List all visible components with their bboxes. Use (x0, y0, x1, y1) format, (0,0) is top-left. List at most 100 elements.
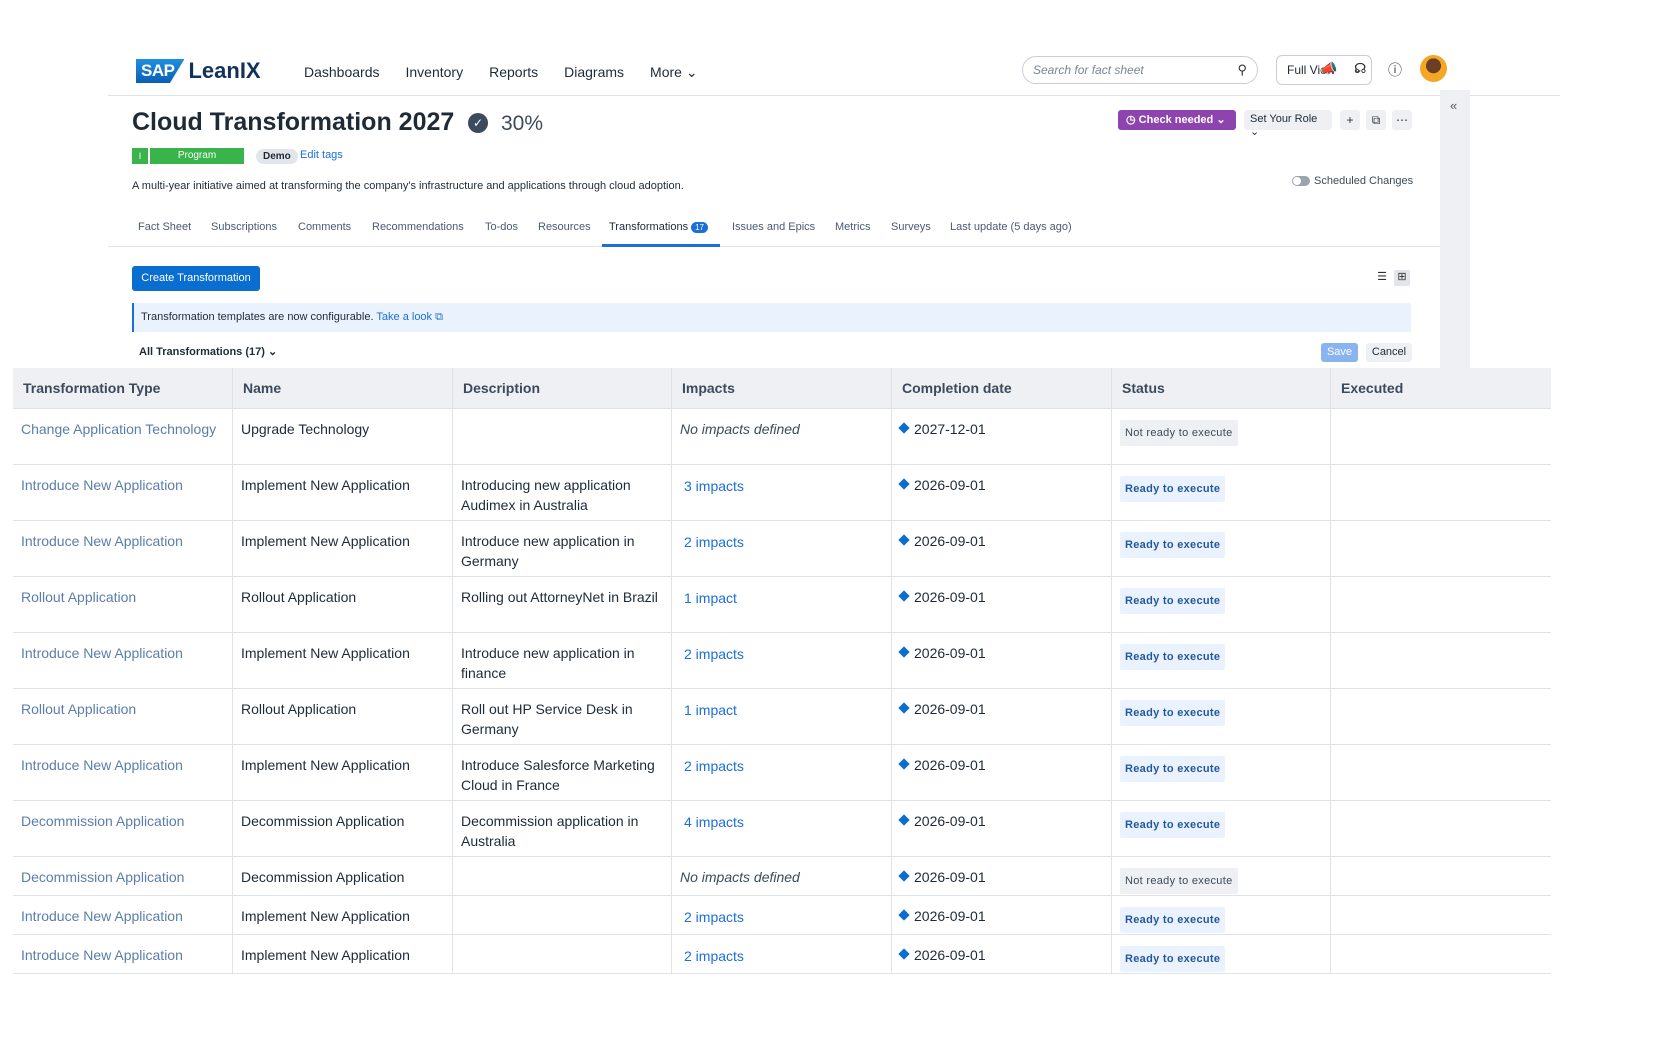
scheduled-changes-toggle[interactable]: Scheduled Changes (1292, 175, 1413, 187)
check-needed-button[interactable]: ◷ Check needed ⌄ (1118, 110, 1236, 130)
cell-transformation-type[interactable]: Rollout Application (13, 577, 233, 632)
table-row[interactable]: Introduce New Application Implement New A… (13, 934, 1551, 973)
set-role-button[interactable]: Set Your Role ⌄ (1244, 110, 1332, 138)
save-button[interactable]: Save (1321, 343, 1358, 362)
completion-date-value: 2026-09-01 (914, 908, 986, 924)
tab-comments[interactable]: Comments (298, 221, 352, 233)
column-header-completion-date[interactable]: Completion date (892, 368, 1112, 408)
completion-date-value: 2027-12-01 (914, 421, 986, 437)
column-header-impacts[interactable]: Impacts (672, 368, 892, 408)
column-header-description[interactable]: Description (453, 368, 672, 408)
cell-transformation-type[interactable]: Introduce New Application (13, 896, 233, 934)
table-row[interactable]: Rollout Application Rollout Application Ro… (13, 688, 1551, 744)
table-row[interactable]: Introduce New Application Implement New A… (13, 744, 1551, 800)
table-row[interactable]: Rollout Application Rollout Application Ro… (13, 576, 1551, 632)
impacts-link[interactable]: 1 impact (684, 702, 737, 718)
fact-sheet-tabs: Fact Sheet Subscriptions Comments Recomm… (108, 214, 1440, 247)
cell-transformation-type[interactable]: Decommission Application (13, 801, 233, 856)
cell-transformation-type[interactable]: Introduce New Application (13, 521, 233, 576)
nav-diagrams[interactable]: Diagrams (564, 64, 625, 80)
headset-icon[interactable]: ☊ (1354, 60, 1367, 76)
cell-transformation-type[interactable]: Change Application Technology (13, 409, 233, 464)
take-a-look-link[interactable]: Take a look ⧉ (376, 311, 443, 323)
impacts-link[interactable]: 3 impacts (684, 478, 744, 494)
chevron-down-icon: ⌄ (1250, 126, 1260, 138)
cell-completion-date: 2027-12-01 (892, 409, 1112, 464)
column-header-type[interactable]: Transformation Type (13, 368, 233, 408)
search-icon[interactable]: ⚲ (1237, 62, 1247, 77)
cell-status: Ready to execute (1112, 935, 1331, 973)
column-header-name[interactable]: Name (233, 368, 453, 408)
column-header-status[interactable]: Status (1112, 368, 1331, 408)
tag-demo[interactable]: Demo (256, 149, 298, 164)
cell-completion-date: 2026-09-01 (892, 465, 1112, 520)
create-transformation-button[interactable]: Create Transformation (132, 266, 260, 291)
cell-name: Implement New Application (233, 633, 453, 688)
cell-impacts: 2 impacts (672, 521, 892, 576)
side-panel-collapse[interactable]: « (1440, 90, 1470, 388)
table-row[interactable]: Introduce New Application Implement New A… (13, 464, 1551, 520)
table-row[interactable]: Introduce New Application Implement New A… (13, 632, 1551, 688)
grid-view-icon[interactable]: ⊞ (1394, 270, 1410, 286)
verified-check-icon: ✓ (468, 113, 488, 133)
megaphone-icon[interactable]: 📣 (1320, 60, 1338, 76)
tab-last-update[interactable]: Last update (5 days ago) (950, 221, 1072, 233)
tab-issues-and-epics[interactable]: Issues and Epics (732, 221, 816, 233)
table-row[interactable]: Introduce New Application Implement New A… (13, 895, 1551, 934)
cell-transformation-type[interactable]: Introduce New Application (13, 935, 233, 973)
set-role-label: Set Your Role (1250, 113, 1318, 125)
nav-dashboards[interactable]: Dashboards (304, 64, 380, 80)
view-select[interactable]: Full View ⌄ (1276, 55, 1372, 85)
table-row[interactable]: Decommission Application Decommission App… (13, 800, 1551, 856)
view-mode-switch: ☰ ⊞ (1374, 270, 1410, 286)
impacts-link[interactable]: 2 impacts (684, 758, 744, 774)
cell-transformation-type[interactable]: Decommission Application (13, 857, 233, 895)
cell-description: Introduce new application in finance (453, 633, 672, 688)
impacts-link[interactable]: 4 impacts (684, 814, 744, 830)
column-header-executed[interactable]: Executed (1341, 380, 1404, 396)
tab-resources[interactable]: Resources (538, 221, 591, 233)
impacts-link[interactable]: 2 impacts (684, 948, 744, 964)
cell-transformation-type[interactable]: Rollout Application (13, 689, 233, 744)
table-row[interactable]: Introduce New Application Implement New A… (13, 520, 1551, 576)
cell-description: Roll out HP Service Desk in Germany (453, 689, 672, 744)
tab-todos[interactable]: To-dos (485, 221, 519, 233)
table-row[interactable]: Decommission Application Decommission App… (13, 856, 1551, 895)
cell-description (453, 896, 672, 934)
nav-inventory[interactable]: Inventory (405, 64, 464, 80)
nav-reports[interactable]: Reports (489, 64, 539, 80)
completion-date-value: 2026-09-01 (914, 813, 986, 829)
impacts-link[interactable]: 2 impacts (684, 909, 744, 925)
cell-transformation-type[interactable]: Introduce New Application (13, 633, 233, 688)
add-icon[interactable]: + (1340, 110, 1360, 130)
help-icon[interactable]: ⓘ (1388, 62, 1402, 78)
transformations-filter[interactable]: All Transformations (17) ⌄ (139, 345, 277, 358)
tab-subscriptions[interactable]: Subscriptions (211, 221, 278, 233)
edit-tags-link[interactable]: Edit tags (300, 149, 343, 161)
cell-impacts: 2 impacts (672, 745, 892, 800)
tab-surveys[interactable]: Surveys (891, 221, 931, 233)
cell-status: Ready to execute (1112, 896, 1331, 934)
impacts-link[interactable]: 1 impact (684, 590, 737, 606)
more-options-icon[interactable]: ⋯ (1392, 110, 1412, 130)
milestone-diamond-icon (898, 909, 910, 921)
user-avatar[interactable] (1420, 55, 1447, 82)
leanix-logo[interactable]: SAP LeanIX (136, 58, 261, 84)
cell-transformation-type[interactable]: Introduce New Application (13, 465, 233, 520)
nav-more[interactable]: More ⌄ (650, 64, 698, 81)
leanix-wordmark: LeanIX (188, 58, 261, 83)
copy-icon[interactable]: ⧉ (1366, 110, 1386, 130)
impacts-link[interactable]: 2 impacts (684, 646, 744, 662)
cancel-button[interactable]: Cancel (1366, 343, 1412, 362)
tab-transformations[interactable]: Transformations 17 (609, 221, 708, 233)
tab-recommendations[interactable]: Recommendations (372, 221, 464, 233)
tab-fact-sheet[interactable]: Fact Sheet (138, 221, 192, 233)
cell-transformation-type[interactable]: Introduce New Application (13, 745, 233, 800)
chevron-down-icon: ⌄ (267, 346, 278, 358)
search-input[interactable]: Search for fact sheet ⚲ (1022, 56, 1258, 84)
tab-metrics[interactable]: Metrics (835, 221, 871, 233)
list-view-icon[interactable]: ☰ (1377, 271, 1387, 283)
impacts-link[interactable]: 2 impacts (684, 534, 744, 550)
table-row[interactable]: Change Application Technology Upgrade Tec… (13, 408, 1551, 464)
cell-executed (1331, 633, 1551, 688)
